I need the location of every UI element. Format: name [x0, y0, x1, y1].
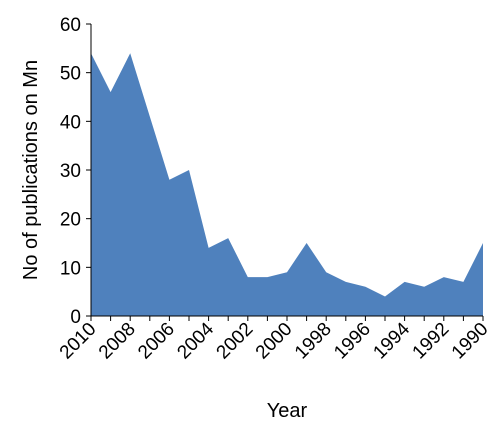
y-tick-label: 10	[60, 258, 81, 279]
y-axis-ticks: 0 10 20 30 40 50 60	[60, 15, 91, 328]
y-tick-label: 60	[60, 15, 81, 36]
x-tick-label: 1996	[330, 319, 375, 364]
y-tick-label: 20	[60, 210, 81, 231]
x-axis-title: Year	[267, 400, 308, 422]
y-tick-label: 30	[60, 161, 81, 182]
x-tick-label: 2000	[252, 319, 297, 364]
y-axis-title: No of publications on Mn	[20, 60, 42, 280]
x-axis-ticks: 2010200820062004200220001998199619941992…	[56, 316, 493, 363]
x-tick-label: 2002	[213, 319, 258, 364]
area-series	[91, 53, 483, 316]
x-tick-label: 2010	[56, 319, 101, 364]
y-tick-label: 50	[60, 64, 81, 85]
x-tick-label: 2004	[173, 318, 218, 363]
x-tick-label: 1994	[369, 318, 414, 363]
plot-area	[91, 53, 483, 316]
x-tick-label: 1998	[291, 319, 336, 364]
x-tick-label: 2008	[95, 319, 140, 364]
y-tick-label: 0	[70, 307, 81, 328]
y-tick-label: 40	[60, 112, 81, 133]
x-tick-label: 1990	[448, 319, 493, 364]
x-tick-label: 2006	[134, 319, 179, 364]
x-tick-label: 1992	[409, 319, 454, 364]
